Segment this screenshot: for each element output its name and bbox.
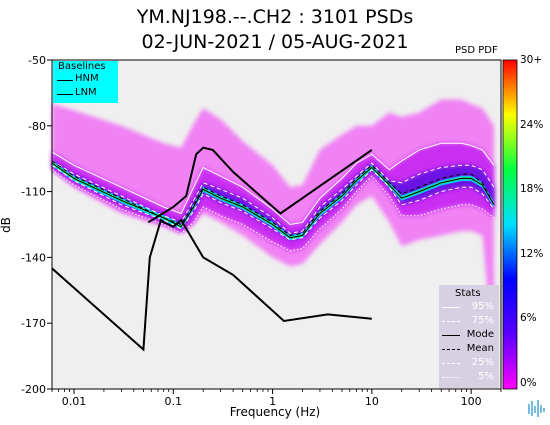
chart-title: YM.NJ198.--.CH2 : 3101 PSDs <box>136 6 414 28</box>
y-tick-label-4: -170 <box>21 317 46 330</box>
x-tick-label-2: 1 <box>269 395 276 408</box>
x-tick-label-0: 0.01 <box>62 395 87 408</box>
hnm-legend-label: HNM <box>75 73 99 84</box>
stats-legend: Stats 95% 75% Mode Mean 25% 5% <box>439 285 499 388</box>
colorbar-tick-label-3: 12% <box>520 247 544 260</box>
stats-line-25 <box>51 164 495 241</box>
stats-legend-title: Stats <box>455 288 481 299</box>
stats-line-75 <box>51 160 495 234</box>
y-tick-label-2: -110 <box>21 186 46 199</box>
colorbar-tick-label-5: 0% <box>520 377 537 389</box>
y-axis-label: dB <box>0 217 13 233</box>
colorbar-tick-label-1: 24% <box>520 118 544 131</box>
x-tick-label-3: 10 <box>365 395 379 408</box>
y-tick-label-5: -200 <box>21 383 46 396</box>
stats-legend-row-mean: Mean <box>442 343 498 355</box>
x-tick-label-4: 100 <box>461 395 482 408</box>
stats-legend-label-5: 5% <box>478 371 494 382</box>
density-band-core-cyan <box>52 160 494 241</box>
stats-legend-label-75: 75% <box>471 315 494 326</box>
lnm-baseline-line <box>51 218 372 352</box>
hnm-baseline-line <box>147 146 373 224</box>
axes-layer: 0.01 0.1 1 10 100 -50 -80 -110 -140 -170 -200 <box>21 54 502 408</box>
chart-subtitle: 02-JUN-2021 / 05-AUG-2021 <box>141 31 409 53</box>
colorbar-tick-label-4: 6% <box>520 312 537 325</box>
stats-legend-row-75: 75% <box>442 315 498 327</box>
colorbar-label: PSD PDF <box>455 45 498 56</box>
y-tick-label-0: -50 <box>28 54 46 67</box>
stats-legend-label-mode: Mode <box>466 329 494 340</box>
stats-legend-line-75 <box>442 321 460 322</box>
stats-legend-line-25 <box>442 363 460 364</box>
stats-layer <box>51 142 495 252</box>
stats-legend-row-95: 95% <box>442 301 498 313</box>
stats-legend-label-mean: Mean <box>466 343 494 354</box>
baseline-layer <box>51 146 373 352</box>
x-axis-label: Frequency (Hz) <box>229 405 321 419</box>
stats-legend-label-95: 95% <box>471 301 494 312</box>
baselines-legend-title: Baselines <box>58 61 106 72</box>
waveform-logo-icon <box>528 400 545 417</box>
y-tick-label-3: -140 <box>21 251 46 264</box>
stats-legend-row-25: 25% <box>442 357 498 369</box>
stats-legend-line-95 <box>442 307 460 308</box>
stats-legend-row-5: 5% <box>442 371 498 383</box>
stats-legend-label-25: 25% <box>471 357 494 368</box>
hnm-legend-line <box>57 80 73 81</box>
colorbar-tick-label-2: 18% <box>520 183 544 196</box>
stats-line-mode <box>51 162 495 239</box>
plot-frame <box>51 59 502 390</box>
lnm-legend-line <box>57 94 73 95</box>
x-tick-label-1: 0.1 <box>165 395 183 408</box>
colorbar <box>502 59 518 390</box>
stats-legend-line-mode <box>442 335 460 336</box>
stats-line-95 <box>51 142 495 226</box>
lnm-legend-label: LNM <box>75 87 97 98</box>
colorbar-tick-label-0: 30+ <box>520 54 543 66</box>
stats-line-5 <box>51 169 495 252</box>
baselines-legend: Baselines HNM LNM <box>53 61 118 103</box>
stats-legend-row-mode: Mode <box>442 329 498 341</box>
stats-legend-line-mean <box>442 349 460 350</box>
y-tick-label-1: -80 <box>28 120 46 133</box>
stats-legend-line-5 <box>442 377 460 378</box>
